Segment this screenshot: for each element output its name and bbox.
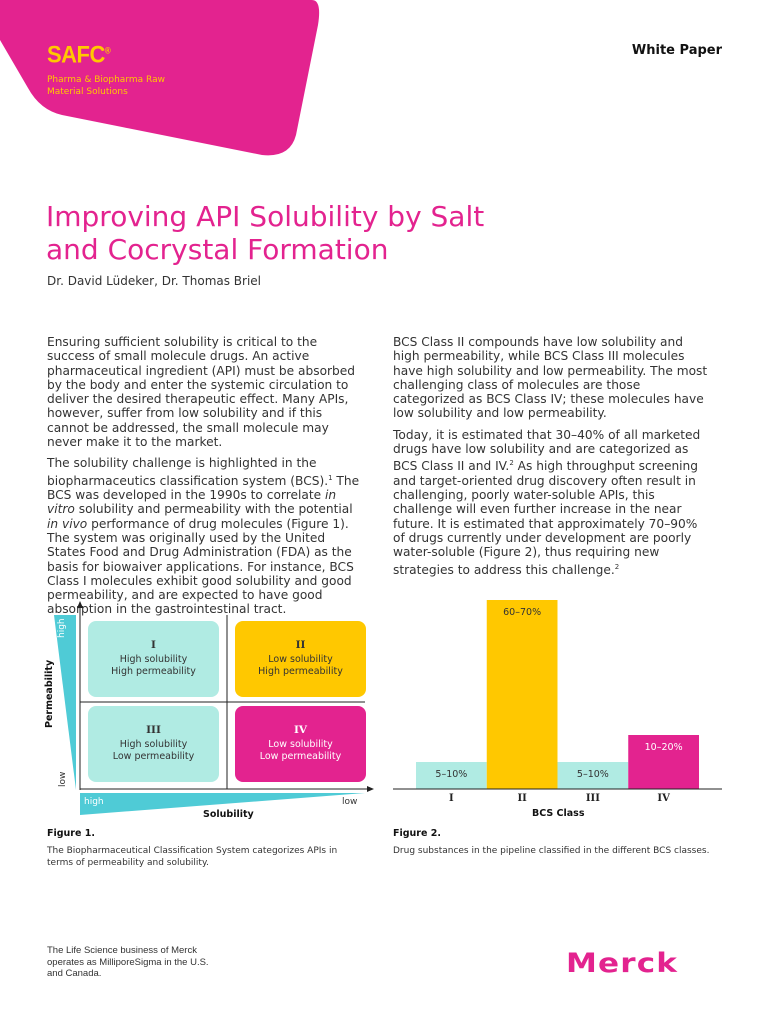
quadrant-class: III [146,724,161,736]
paragraph: Ensuring sufficient solubility is critic… [47,335,356,450]
quadrant-permeability: Low permeability [259,751,342,762]
quadrant-solubility: Low solubility [268,654,333,665]
registered-mark: ® [104,45,111,56]
safc-logo: SAFC® [47,40,111,70]
x-tick-label: I [449,793,454,804]
x-tick-label: II [517,793,527,804]
x-axis-arrow [367,786,374,792]
article-title: Improving API Solubility by Salt and Coc… [46,200,485,266]
safc-logo-text: SAFC [47,40,105,69]
paragraph: The solubility challenge is highlighted … [47,456,360,617]
bar-data-label: 5–10% [577,769,609,780]
quadrant-class-I: I High solubility High permeability [88,621,219,697]
footnote-ref: 2 [614,562,620,571]
x-tick-label: III [586,793,600,804]
bar-class-III [557,762,629,789]
quadrant-permeability: Low permeability [112,751,195,762]
quadrant-permeability: High permeability [258,666,343,677]
figure1-caption: The Biopharmaceutical Classification Sys… [47,846,338,868]
quadrant-permeability: High permeability [111,666,196,677]
quadrant-solubility: High solubility [119,654,188,665]
quadrant-class: IV [293,724,308,736]
bar-class-IV [628,735,699,789]
quadrant-class-III: III High solubility Low permeability [88,706,219,782]
merck-logo: Merck [566,948,679,979]
header-pink-shape [0,0,320,156]
paragraph: BCS Class II compounds have low solubili… [393,335,708,421]
y-low-label: low [58,771,68,787]
bar-data-label: 5–10% [435,769,467,780]
document-type: White Paper [631,43,722,58]
bar-class-II [486,600,558,789]
brand-tagline: Pharma & Biopharma Raw Material Solution… [47,75,165,97]
figure2-caption-title: Figure 2. [393,828,441,839]
y-axis-title: Permeability [44,659,55,728]
quadrant-class: II [295,639,306,651]
figure1-caption-title: Figure 1. [47,828,95,839]
figure2-caption: Drug substances in the pipeline classifi… [393,846,710,856]
bar-data-label: 60–70% [503,607,541,618]
x-tick-label: IV [657,793,670,804]
x-low-label: low [342,797,358,807]
quadrant-class: I [151,639,156,651]
x-axis-title: Solubility [203,809,254,820]
bar-class-I [416,762,487,789]
authors: Dr. David Lüdeker, Dr. Thomas Briel [47,274,262,288]
quadrant-class-IV: IV Low solubility Low permeability [235,706,366,782]
footnote-ref: 1 [328,473,333,482]
right-column: BCS Class II compounds have low solubili… [393,335,711,584]
quadrant-solubility: Low solubility [268,739,333,750]
x-high-label: high [84,797,104,807]
permeability-wedge [54,615,76,790]
left-column: Ensuring sufficient solubility is critic… [47,335,365,624]
y-high-label: high [57,618,67,638]
footer-note: The Life Science business of Merck opera… [47,945,209,979]
footnote-ref: 2 [509,459,514,468]
quadrant-solubility: High solubility [119,739,188,750]
paragraph: Today, it is estimated that 30–40% of al… [393,427,701,577]
bar-data-label: 10–20% [645,742,683,753]
quadrant-class-II: II Low solubility High permeability [235,621,366,697]
chart-x-axis-title: BCS Class [532,808,585,819]
